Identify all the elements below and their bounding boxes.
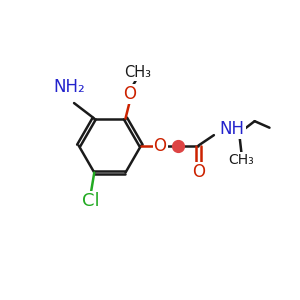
- Text: Cl: Cl: [82, 192, 100, 210]
- Text: NH: NH: [220, 121, 245, 139]
- Text: O: O: [123, 85, 136, 103]
- Text: O: O: [154, 136, 166, 154]
- Text: NH₂: NH₂: [54, 78, 85, 96]
- Text: CH₃: CH₃: [124, 65, 152, 80]
- Text: O: O: [192, 163, 205, 181]
- Text: CH₃: CH₃: [229, 153, 254, 167]
